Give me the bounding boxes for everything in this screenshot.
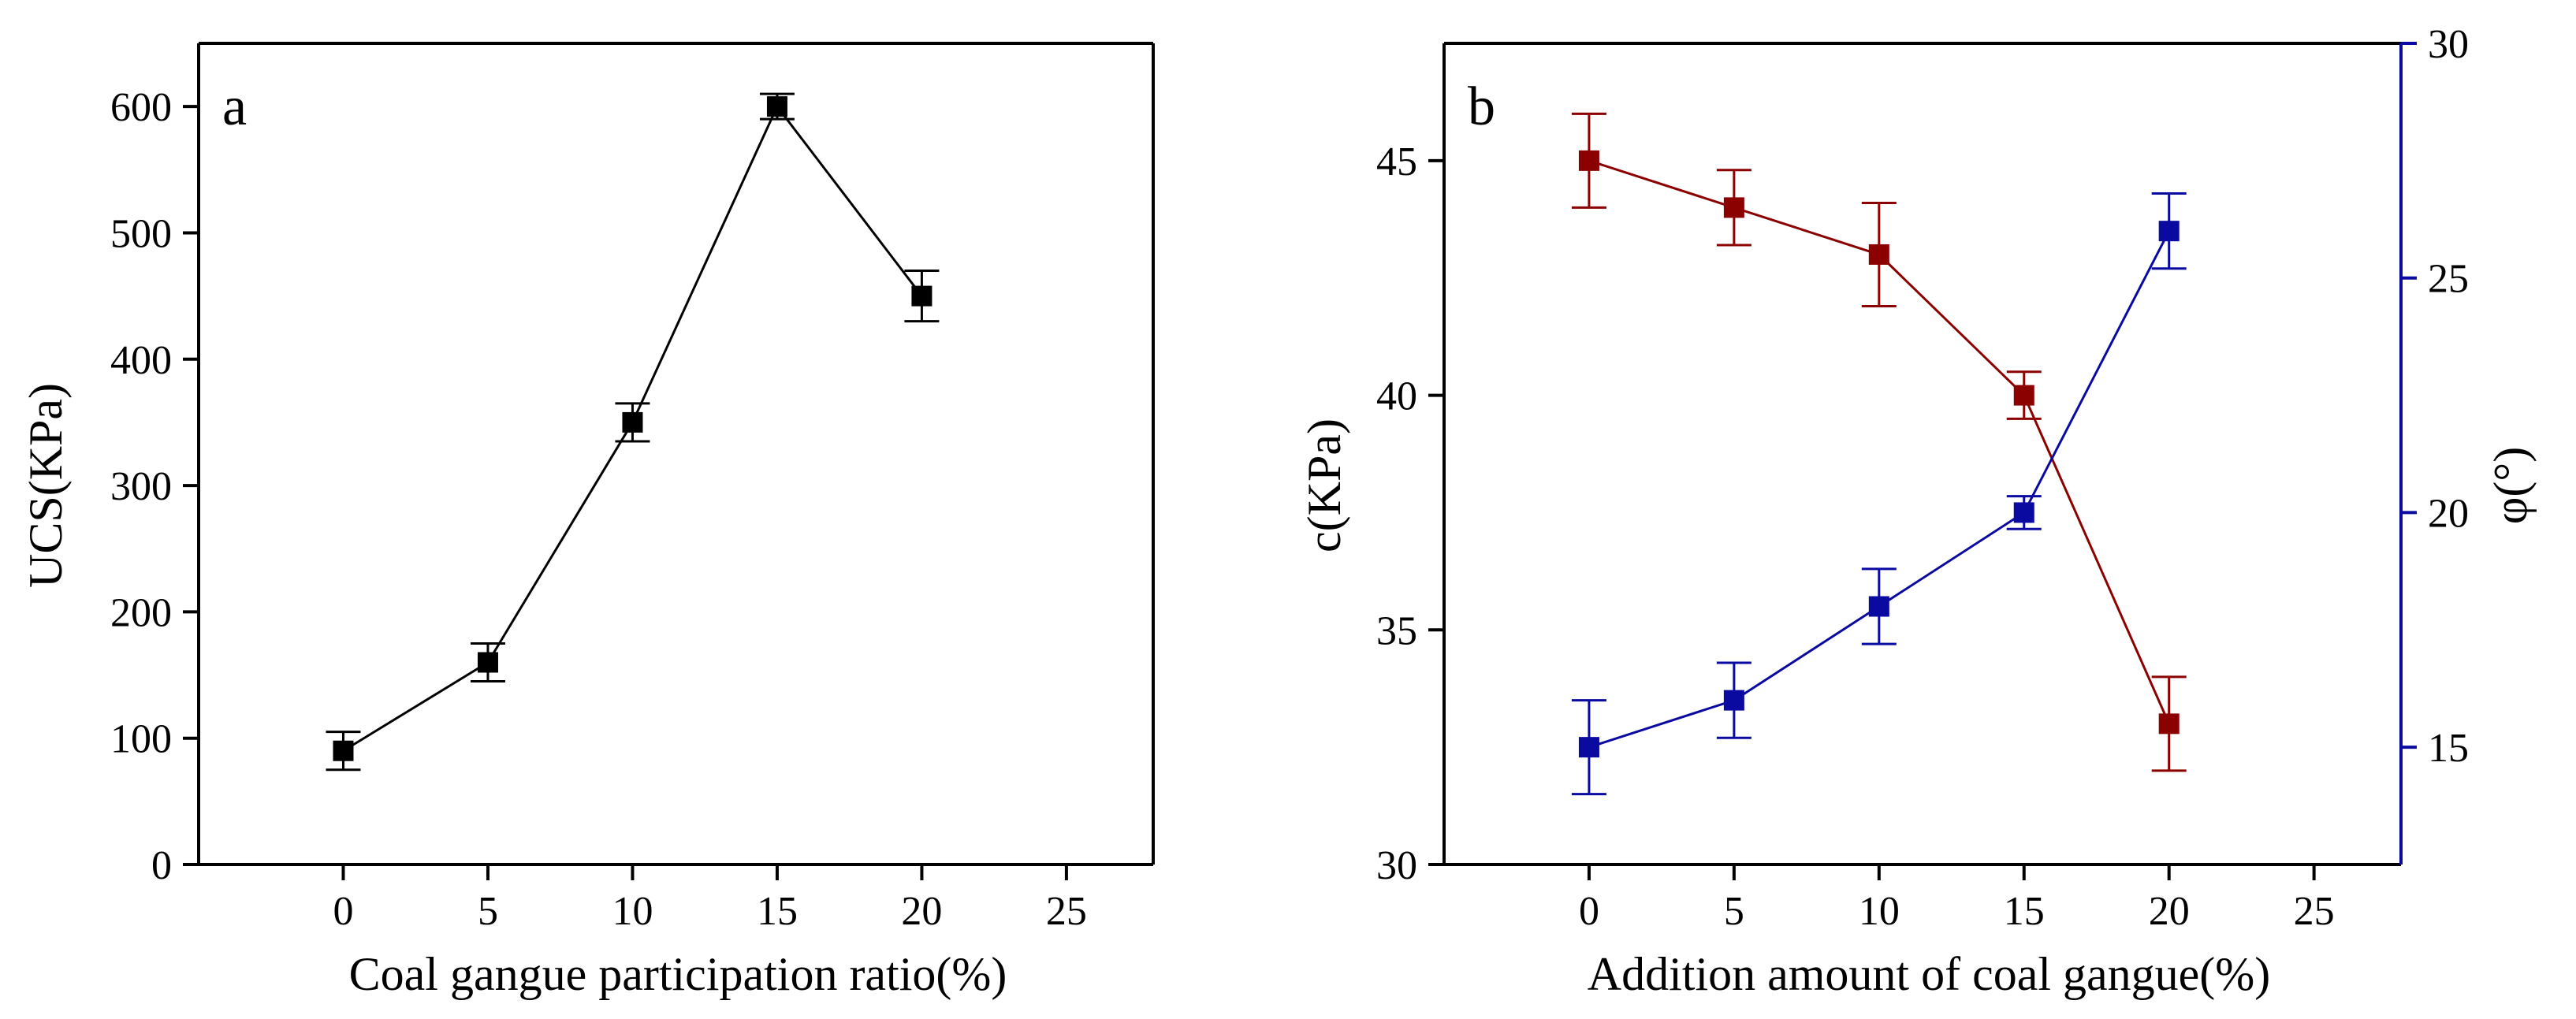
panel-a-y-tick-label: 200	[110, 590, 172, 635]
panel-b-right-y-tick-label: 25	[2428, 257, 2469, 302]
panel-b-y-tick-label: 40	[1376, 374, 1417, 419]
panel-a-x-axis-title: Coal gangue participation ratio(%)	[349, 948, 1007, 1000]
panel-b-plot-area: 0 5 10 15 20 25 30 35 40 45 15 20 25 30	[1376, 22, 2469, 934]
panel-b-x-tick-label: 5	[1724, 889, 1744, 934]
panel-a-plot-area: 0 5 10 15 20 25 0 100 200 300 400 500 600	[110, 42, 1155, 934]
panel-b-series--line	[1588, 230, 2171, 749]
panel-a-y-tick-label: 0	[151, 843, 172, 888]
panel-a-letter: a	[222, 76, 247, 137]
panel-b-series--point	[1868, 596, 1889, 617]
panel-b-series-c-point	[2013, 385, 2034, 406]
panel-a-x-tick-label: 20	[901, 889, 942, 934]
panel-b-series--point	[1578, 737, 1599, 758]
panel-a-series-UCS-point	[766, 96, 787, 117]
panel-a-series-UCS-point	[622, 411, 643, 433]
panel-a-ucs-chart: a Coal gangue participation ratio(%) UCS…	[20, 42, 1155, 1000]
panel-b-right-y-axis-title: φ(°)	[2485, 447, 2537, 525]
panel-a-y-tick-label: 100	[110, 717, 172, 762]
panel-a-series-UCS-point	[333, 740, 354, 761]
panel-a-series-UCS-point	[911, 285, 932, 307]
panel-b-left-y-axis-title: c(KPa)	[1298, 418, 1350, 552]
panel-b-shear-chart: b Addition amount of coal gangue(%) c(KP…	[1298, 22, 2537, 1000]
panel-b-series-c-point	[1868, 244, 1889, 265]
panel-b-series-c-point	[1723, 197, 1744, 218]
panel-b-series-c-point	[2158, 713, 2180, 734]
panel-a-y-tick-label: 300	[110, 464, 172, 509]
panel-b-x-axis-title: Addition amount of coal gangue(%)	[1588, 948, 2270, 1000]
panel-b-x-tick-label: 15	[2004, 889, 2045, 934]
panel-b-letter: b	[1468, 76, 1495, 137]
panel-b-right-y-tick-label: 30	[2428, 22, 2469, 67]
panel-b-right-y-tick-label: 15	[2428, 726, 2469, 771]
panel-b-x-tick-label: 10	[1859, 889, 1900, 934]
panel-a-y-axis-title: UCS(KPa)	[20, 383, 72, 588]
panel-b-series--point	[2013, 502, 2034, 523]
panel-b-x-tick-label: 0	[1579, 889, 1599, 934]
panel-a-x-tick-label: 15	[757, 889, 798, 934]
panel-a-y-tick-label: 600	[110, 85, 172, 130]
panel-b-y-tick-label: 30	[1376, 843, 1417, 888]
panel-a-x-tick-label: 5	[478, 889, 498, 934]
panel-a-y-tick-label: 400	[110, 338, 172, 383]
panel-a-x-tick-label: 0	[333, 889, 353, 934]
panel-b-y-tick-label: 35	[1376, 608, 1417, 653]
panel-b-x-tick-label: 20	[2149, 889, 2190, 934]
panel-b-right-y-tick-label: 20	[2428, 491, 2469, 536]
panel-a-x-tick-label: 25	[1046, 889, 1087, 934]
panel-a-series-UCS-point	[477, 652, 498, 673]
panel-b-series--point	[1723, 690, 1744, 711]
panel-b-series--point	[2158, 221, 2180, 242]
panel-a-x-tick-label: 10	[612, 889, 653, 934]
panel-b-x-tick-label: 25	[2294, 889, 2335, 934]
panel-b-y-tick-label: 45	[1376, 139, 1417, 184]
panel-a-y-tick-label: 500	[110, 211, 172, 256]
panel-b-series-c-point	[1578, 150, 1599, 171]
